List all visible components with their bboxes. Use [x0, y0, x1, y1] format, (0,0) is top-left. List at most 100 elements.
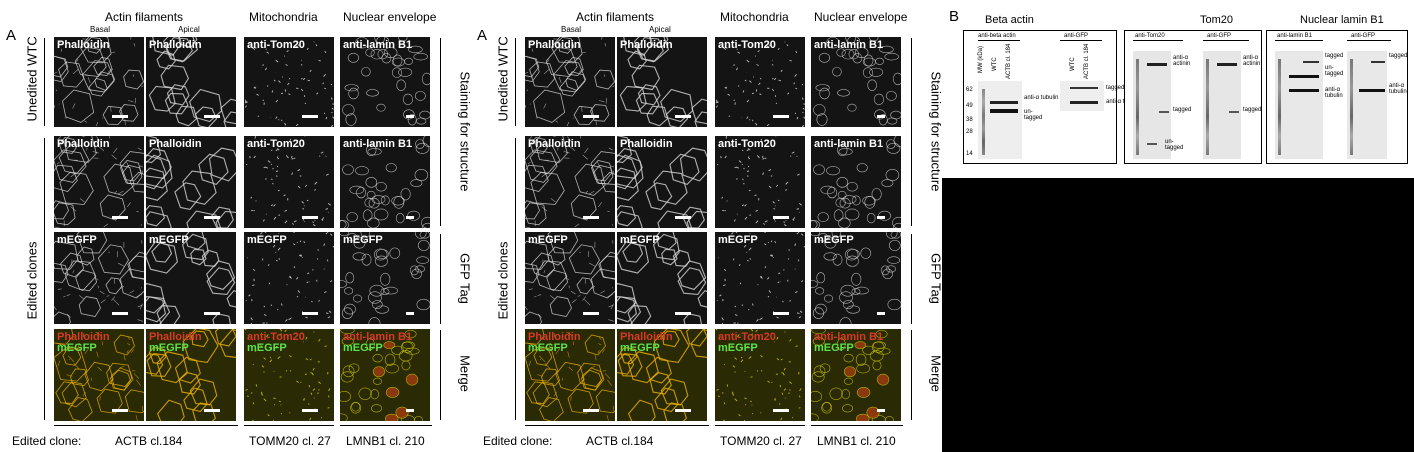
- micrograph-r2-c2: Phalloidin: [146, 136, 236, 228]
- blot1-mw-28: 28: [966, 129, 973, 135]
- row-label-unedited: Unedited WTC: [24, 36, 40, 122]
- row-label-staining: Staining for structure: [457, 71, 473, 192]
- merge-green-label: mEGFP: [528, 342, 568, 354]
- panel-stain-label: mEGFP: [247, 234, 287, 246]
- merge-green-label: mEGFP: [814, 342, 854, 354]
- blot3-membrane-left: [1275, 51, 1323, 159]
- blot3-label-tubulin-r: anti-α tubulin: [1389, 83, 1407, 95]
- col-header-nuclear: Nuclear envelope: [814, 10, 908, 24]
- micrograph-r3-c2: mEGFP: [617, 232, 707, 324]
- micrograph-r1-c3: anti-Tom20: [244, 37, 334, 127]
- blot1-mw-38: 38: [966, 117, 973, 123]
- micrograph-r1-c4: anti-lamin B1: [340, 37, 430, 127]
- micrograph-r3-c3: mEGFP: [244, 232, 334, 324]
- blot2-label-untagged: un- tagged: [1165, 139, 1184, 151]
- blot2-label-tagged-r: tagged: [1243, 107, 1262, 113]
- micrograph-r2-c1: Phalloidin: [525, 136, 615, 228]
- row-label-edited: Edited clones: [495, 241, 511, 320]
- micrograph-r1-c2: Phalloidin: [617, 37, 707, 127]
- scale-bar: [204, 409, 220, 412]
- footer-label: Edited clone:: [483, 434, 553, 448]
- blot3-label-tagged: tagged: [1325, 53, 1344, 59]
- scale-bar: [675, 216, 691, 219]
- micrograph-r1-c2: Phalloidin: [146, 37, 236, 127]
- footer-clone-actb: ACTB cl.184: [115, 434, 183, 448]
- blot-box-tom20: anti-Tom20 anti-GFP anti-α actinin tagge…: [1124, 30, 1262, 164]
- panel-stain-label: anti-Tom20: [718, 138, 776, 150]
- scale-bar: [675, 312, 691, 315]
- merge-green-label: mEGFP: [343, 342, 383, 354]
- blot1-lane-mw: MW (kDa): [978, 46, 984, 73]
- blot1-membrane-right: [1060, 81, 1104, 111]
- blot-box-lamin: anti-lamin B1 anti-GFP tagged un- tagged…: [1266, 30, 1408, 164]
- micrograph-r4-c3: anti-Tom20 mEGFP: [244, 329, 334, 421]
- panel-stain-label: anti-lamin B1: [343, 138, 413, 150]
- panel-stain-label: Phalloidin: [57, 138, 110, 150]
- scale-bar: [773, 115, 789, 118]
- panel-stain-label: anti-Tom20: [247, 39, 305, 51]
- blot1-label-tagged: tagged: [1106, 85, 1125, 91]
- panel-a-letter: A: [6, 27, 17, 44]
- row-label-gfp: GFP Tag: [457, 253, 473, 304]
- scale-bar: [406, 409, 414, 412]
- blot2-label-actinin: anti-α actinin: [1173, 55, 1191, 67]
- micrograph-r3-c4: mEGFP: [340, 232, 430, 324]
- panel-stain-label: mEGFP: [343, 234, 383, 246]
- micrograph-r4-c1: Phalloidin mEGFP: [525, 329, 615, 421]
- scale-bar: [773, 409, 789, 412]
- micrograph-r2-c2: Phalloidin: [617, 136, 707, 228]
- micrograph-r4-c2: Phalloidin mEGFP: [146, 329, 236, 421]
- blot-title-tom20: Tom20: [1200, 14, 1234, 26]
- micrograph-r3-c2: mEGFP: [146, 232, 236, 324]
- blot2-right-header: anti-GFP: [1207, 33, 1232, 39]
- merge-green-label: mEGFP: [247, 342, 287, 354]
- blot1-right-header: anti-GFP: [1064, 33, 1089, 39]
- blot3-left-header: anti-lamin B1: [1277, 33, 1313, 39]
- panel-stain-label: Phalloidin: [620, 39, 673, 51]
- merge-red-label: Phalloidin: [528, 331, 581, 343]
- merge-green-label: mEGFP: [718, 342, 758, 354]
- col-header-nuclear: Nuclear envelope: [343, 10, 437, 24]
- scale-bar: [675, 409, 691, 412]
- black-empty-panel: [942, 178, 1414, 452]
- footer-clone-tomm20: TOMM20 cl. 27: [249, 434, 331, 448]
- sub-header-basal: Basal: [90, 25, 111, 34]
- panel-stain-label: Phalloidin: [620, 138, 673, 150]
- scale-bar: [877, 216, 885, 219]
- blot-box-beta-actin: anti-beta actin anti-GFP MW (kDa) WTC AC…: [963, 30, 1141, 164]
- panel-stain-label: mEGFP: [718, 234, 758, 246]
- panel-stain-label: Phalloidin: [149, 138, 202, 150]
- micrograph-r4-c2: Phalloidin mEGFP: [617, 329, 707, 421]
- scale-bar: [406, 115, 414, 118]
- blot1-membrane-left: [978, 81, 1022, 159]
- scale-bar: [583, 216, 599, 219]
- blot2-membrane-right: [1203, 51, 1241, 159]
- micrograph-r1-c1: Phalloidin: [525, 37, 615, 127]
- footer-clone-actb: ACTB cl.184: [586, 434, 654, 448]
- merge-red-label: Phalloidin: [620, 331, 673, 343]
- panel-stain-label: Phalloidin: [528, 138, 581, 150]
- scale-bar: [302, 409, 318, 412]
- merge-red-label: anti-lamin B1: [343, 331, 413, 343]
- blot-title-beta-actin: Beta actin: [985, 14, 1034, 26]
- panel-stain-label: mEGFP: [149, 234, 189, 246]
- panel-stain-label: anti-Tom20: [247, 138, 305, 150]
- blot3-label-tubulin: anti-α tubulin: [1325, 87, 1343, 99]
- blot1-label-untagged: un- tagged: [1024, 109, 1043, 121]
- col-header-mito: Mitochondria: [720, 10, 789, 24]
- merge-red-label: anti-Tom20: [247, 331, 305, 343]
- micrograph-r1-c4: anti-lamin B1: [811, 37, 901, 127]
- scale-bar: [877, 409, 885, 412]
- scale-bar: [583, 115, 599, 118]
- blot1-label-tubulin: anti-α tubulin: [1024, 95, 1059, 101]
- scale-bar: [112, 409, 128, 412]
- merge-green-label: mEGFP: [57, 342, 97, 354]
- blot1-mw-62: 62: [966, 87, 973, 93]
- row-label-merge: Merge: [457, 355, 473, 392]
- blot2-left-header: anti-Tom20: [1135, 33, 1165, 39]
- panel-stain-label: anti-lamin B1: [814, 39, 884, 51]
- merge-red-label: anti-Tom20: [718, 331, 776, 343]
- micrograph-r4-c4: anti-lamin B1 mEGFP: [811, 329, 901, 421]
- scale-bar: [583, 409, 599, 412]
- micrograph-r2-c1: Phalloidin: [54, 136, 144, 228]
